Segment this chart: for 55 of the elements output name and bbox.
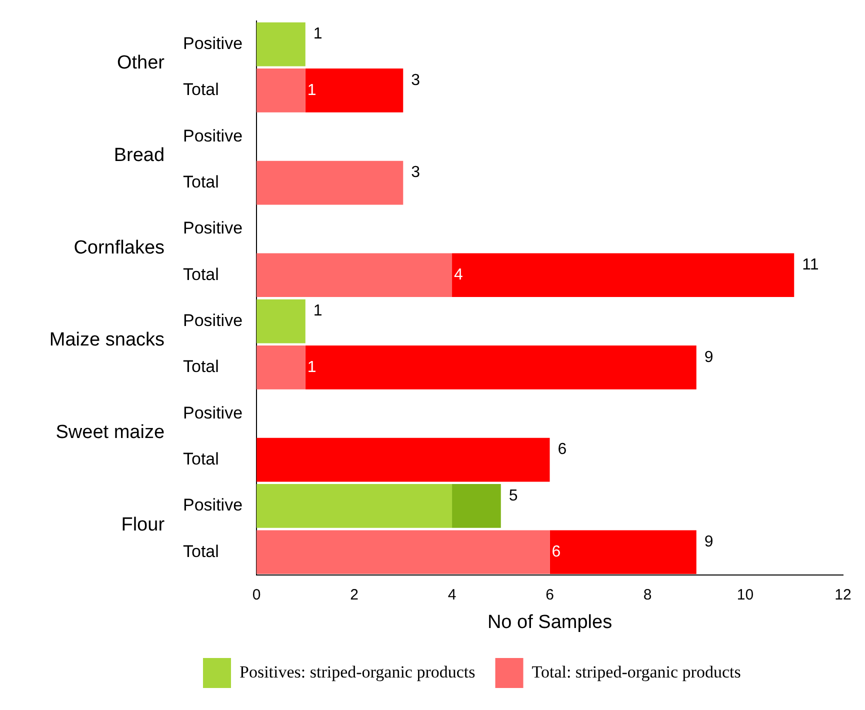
bar bbox=[305, 346, 696, 390]
bar bbox=[452, 484, 501, 528]
x-tick-label: 10 bbox=[736, 586, 754, 604]
y-tick-label: Total bbox=[183, 542, 219, 561]
text: Maize snacks bbox=[49, 330, 165, 351]
bar bbox=[550, 530, 696, 574]
text: Cornflakes bbox=[74, 237, 165, 258]
y-tick-label: Total bbox=[183, 449, 219, 468]
y-tick-label: Total bbox=[183, 80, 219, 100]
data-label: 1 bbox=[307, 82, 316, 99]
y-tick-label: Positive bbox=[183, 126, 243, 146]
total-label: 3 bbox=[411, 164, 420, 182]
bar bbox=[452, 253, 794, 298]
x-tick-label: 6 bbox=[546, 586, 554, 604]
total-label: 3 bbox=[411, 72, 420, 89]
bar bbox=[256, 160, 404, 205]
y-tick-label: Positive bbox=[183, 218, 243, 238]
y-tick-label: Total bbox=[183, 264, 219, 284]
x-tick-label: 0 bbox=[252, 586, 261, 604]
y-tick-label: Positive bbox=[183, 403, 243, 422]
x-axis-title: No of Samples bbox=[487, 612, 612, 633]
data-label: 4 bbox=[454, 266, 464, 284]
y-tick-label: Positive bbox=[183, 310, 243, 330]
legend-label: Positives: striped-organic products bbox=[240, 662, 476, 682]
bar bbox=[256, 484, 452, 528]
x-tick-label: 8 bbox=[643, 586, 652, 604]
y-tick-label: Total bbox=[183, 357, 219, 376]
total-label: 1 bbox=[313, 302, 322, 320]
x-tick-label: 12 bbox=[834, 586, 852, 604]
bar bbox=[256, 438, 550, 482]
x-tick-label: 2 bbox=[350, 586, 358, 604]
text: Bread bbox=[114, 144, 165, 166]
legend-label: Total: striped-organic products bbox=[532, 662, 741, 682]
text: Other bbox=[116, 52, 166, 74]
bar bbox=[256, 253, 452, 298]
bar bbox=[256, 346, 306, 390]
total-label: 5 bbox=[508, 487, 518, 504]
bar bbox=[305, 68, 404, 112]
total-label: 9 bbox=[704, 534, 714, 551]
total-label: 6 bbox=[558, 441, 567, 458]
data-label: 6 bbox=[552, 544, 561, 561]
y-tick-label: Total bbox=[183, 172, 219, 192]
total-label: 11 bbox=[802, 256, 819, 274]
y-tick-label: Positive bbox=[183, 496, 243, 515]
bar bbox=[256, 22, 306, 66]
x-tick-label: 4 bbox=[448, 586, 456, 604]
total-label: 1 bbox=[313, 26, 322, 43]
total-label: 9 bbox=[704, 348, 714, 366]
text: Flour bbox=[121, 514, 166, 536]
y-tick-label: Positive bbox=[183, 34, 243, 53]
bar bbox=[256, 299, 306, 344]
data-label: 1 bbox=[307, 358, 316, 376]
text: Sweet maize bbox=[56, 422, 165, 443]
bar bbox=[256, 530, 550, 574]
bar bbox=[256, 68, 306, 112]
